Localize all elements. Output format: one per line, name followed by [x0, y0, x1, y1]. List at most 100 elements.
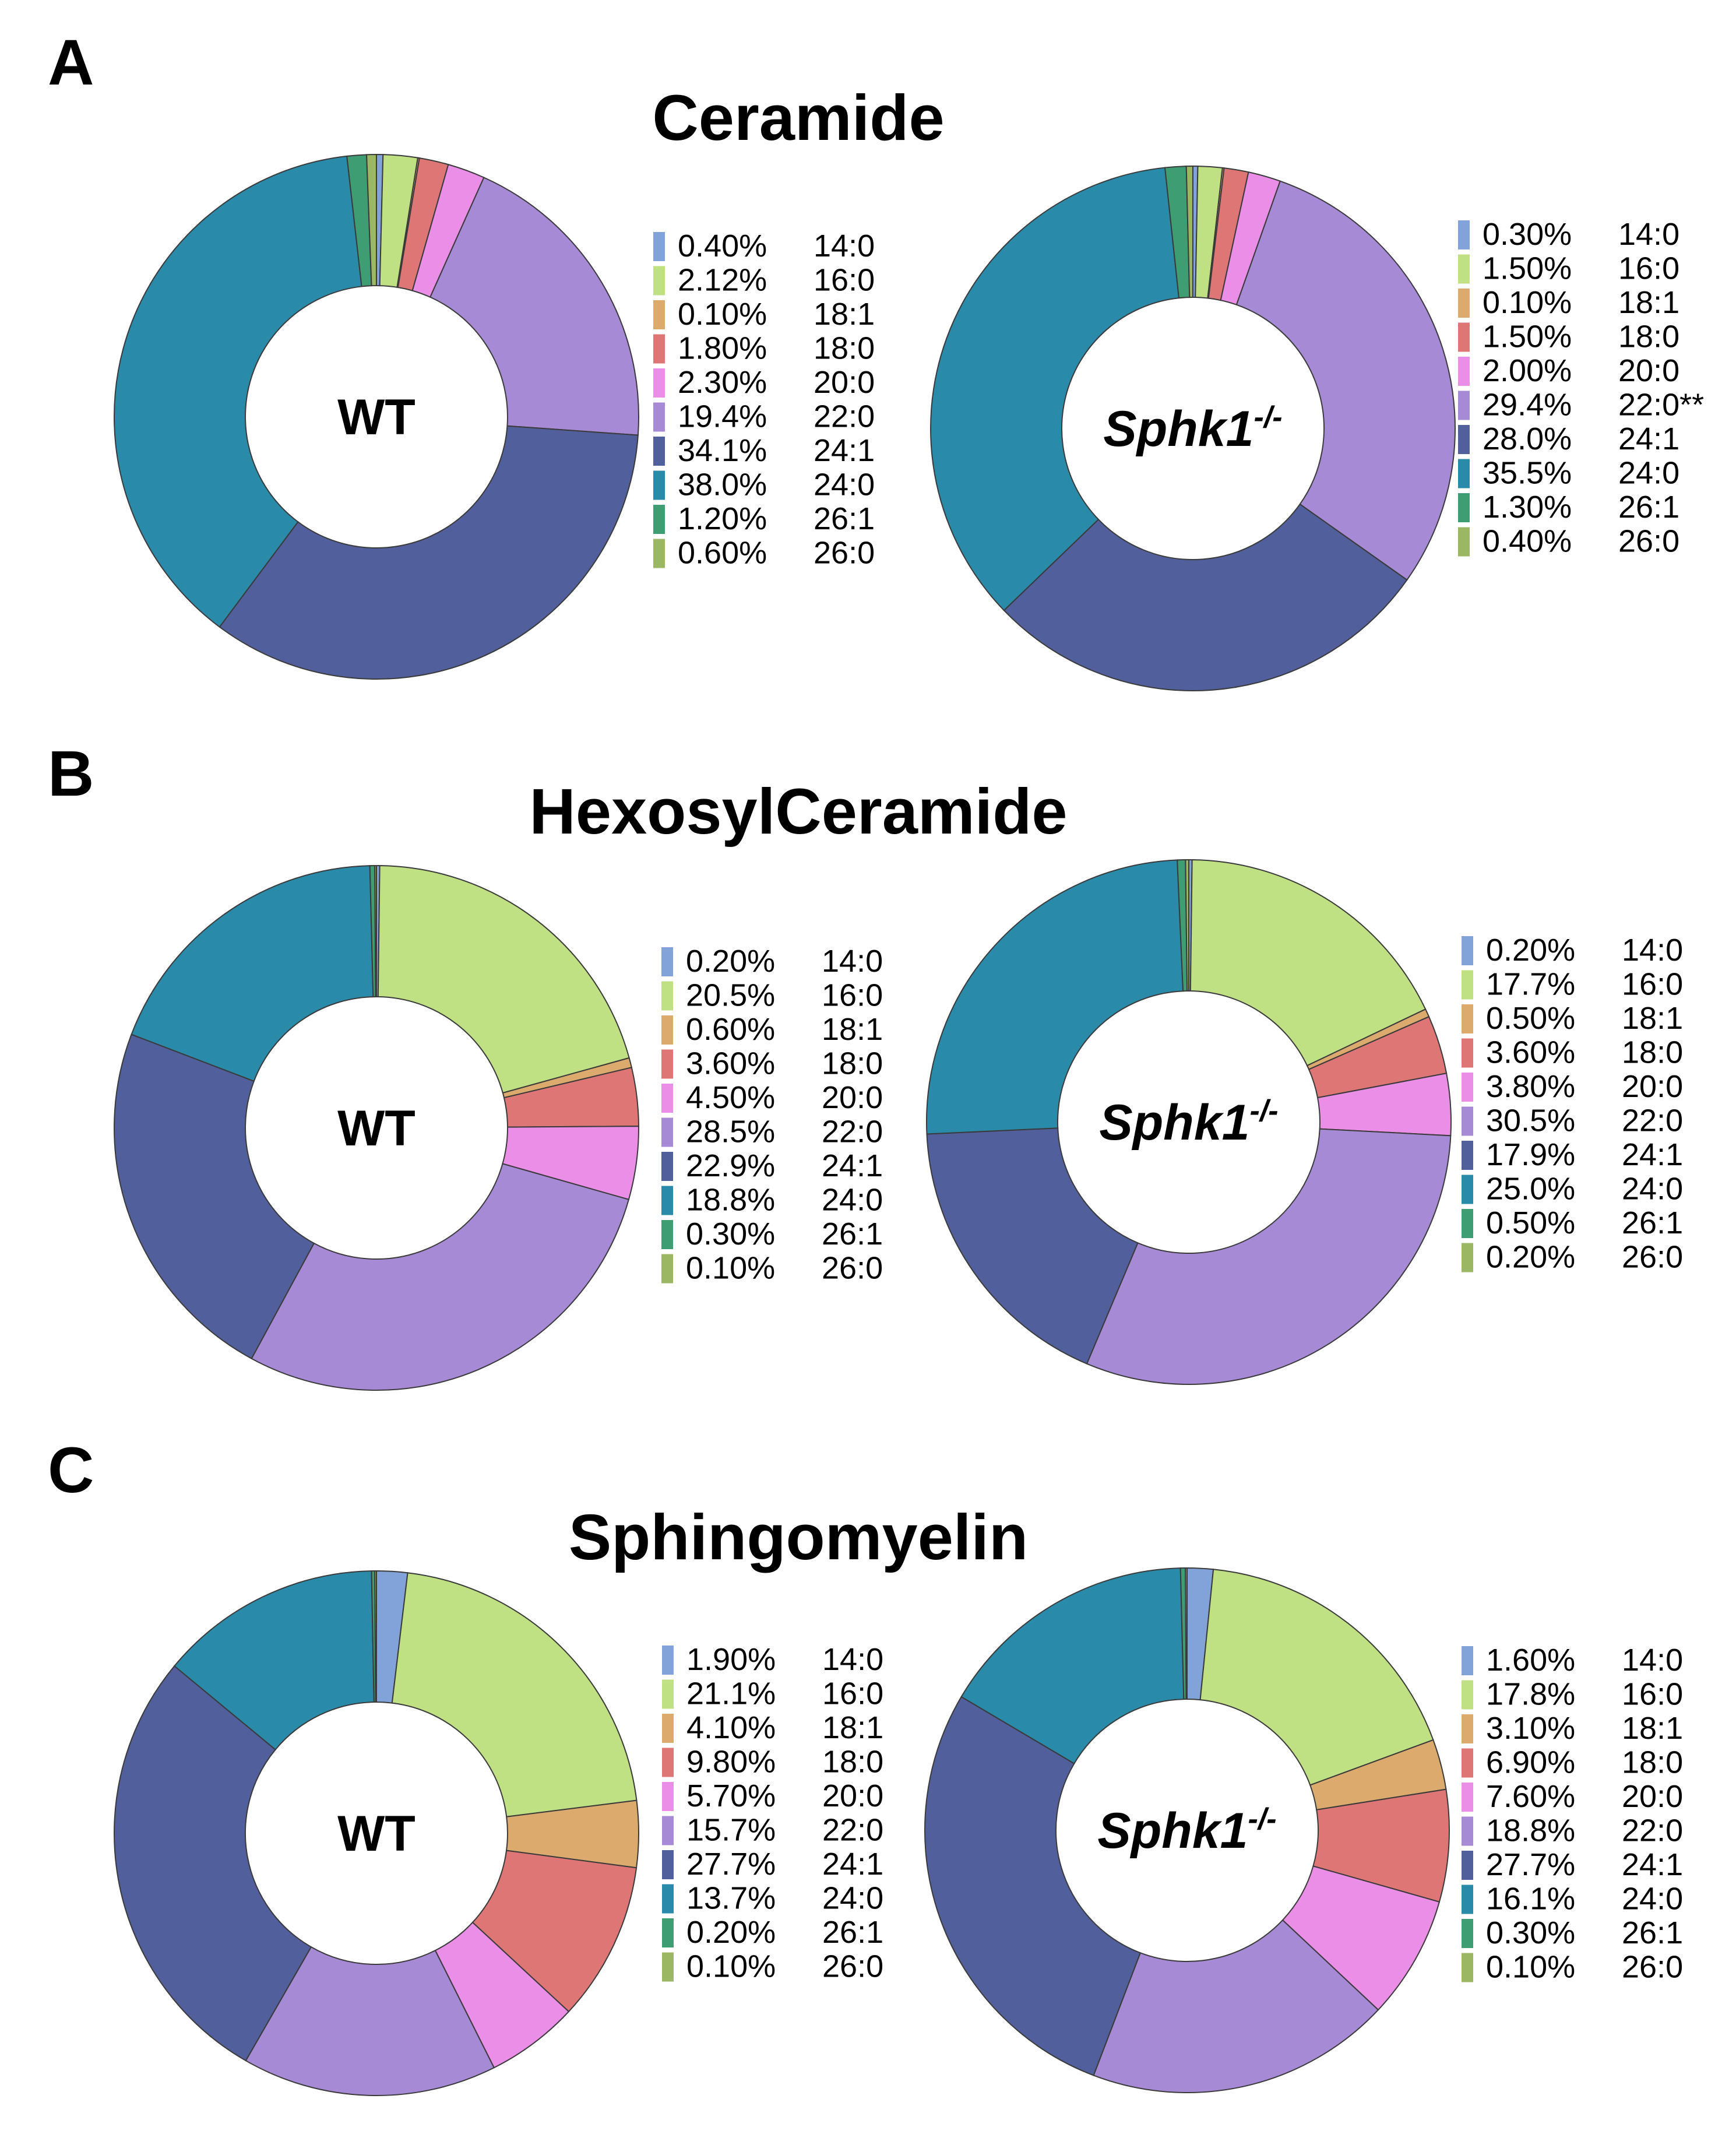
legend-swatch-18-0 — [1458, 322, 1470, 352]
legend-category: 24:1 — [1622, 1137, 1683, 1172]
legend-value: 4.10% — [686, 1710, 776, 1745]
legend-value: 1.80% — [678, 331, 767, 366]
slice-24-0 — [173, 1570, 375, 1750]
legend-category: 22:0 — [1622, 1103, 1683, 1138]
slice-16-0 — [391, 1572, 638, 1817]
legend-swatch-22-0 — [661, 1117, 673, 1147]
legend-category: 20:0 — [1622, 1779, 1683, 1814]
legend-category: 26:1 — [814, 501, 875, 536]
legend-category: 20:0 — [1622, 1069, 1683, 1104]
legend-value: 0.60% — [686, 1012, 775, 1047]
legend-value: 0.50% — [1486, 1001, 1575, 1036]
donut-chart-b-wt: WT 0.20% 14:0 20.5% 16:0 0.60% 18:1 3.60% 18:0 4.… — [114, 864, 883, 1391]
slice-26-0 — [374, 1570, 377, 1703]
legend: 0.20% 14:0 20.5% 16:0 0.60% 18:1 3.60% 18:0 4.50… — [661, 944, 883, 1286]
legend-swatch-20-0 — [1458, 357, 1470, 386]
legend-value: 0.10% — [686, 1251, 775, 1286]
legend-swatch-26-1 — [1462, 1919, 1473, 1948]
center-label: Sphk1-/- — [1099, 1094, 1278, 1151]
slice-24-1 — [926, 1127, 1139, 1365]
legend-category: 24:0 — [822, 1183, 883, 1218]
slice-26-0 — [366, 153, 377, 287]
legend-value: 0.50% — [1486, 1205, 1575, 1240]
legend-category: 16:0 — [1622, 1677, 1683, 1712]
legend-swatch-18-0 — [661, 1049, 673, 1079]
legend-value: 2.30% — [678, 365, 767, 400]
legend-swatch-16-0 — [1462, 970, 1473, 1000]
panel-title-b: HexosylCeramide — [529, 776, 1067, 848]
legend-value: 28.0% — [1483, 421, 1572, 456]
legend-category: 20:0 — [822, 1778, 883, 1813]
legend-swatch-16-0 — [662, 1679, 674, 1709]
legend-category: 24:1 — [1618, 421, 1679, 456]
legend-value: 13.7% — [686, 1881, 776, 1916]
panel-letter-a: A — [48, 27, 94, 99]
legend-swatch-24-1 — [1458, 425, 1470, 454]
legend-value: 1.60% — [1486, 1643, 1575, 1678]
legend-category: 22:0** — [1618, 388, 1704, 423]
slice-16-0 — [1199, 1569, 1434, 1786]
legend-swatch-22-0 — [1458, 391, 1470, 420]
legend-swatch-18-0 — [653, 334, 665, 364]
legend-category: 26:1 — [822, 1915, 883, 1950]
legend-swatch-18-1 — [1458, 289, 1470, 318]
slice-16-0 — [377, 865, 630, 1094]
legend-swatch-22-0 — [653, 402, 665, 432]
legend-swatch-14-0 — [661, 947, 673, 976]
slice-24-0 — [930, 167, 1180, 611]
legend-value: 0.10% — [1483, 285, 1572, 320]
slice-24-1 — [1003, 503, 1408, 691]
legend-value: 17.7% — [1486, 967, 1575, 1002]
legend-category: 26:0 — [814, 536, 875, 571]
legend-category: 14:0 — [822, 1642, 883, 1677]
legend-category: 24:1 — [1622, 1847, 1683, 1882]
legend-category: 18:1 — [822, 1012, 883, 1047]
legend-swatch-24-0 — [1462, 1885, 1473, 1914]
legend-category: 16:0 — [1622, 967, 1683, 1002]
legend-swatch-24-1 — [662, 1850, 674, 1879]
legend-value: 0.30% — [686, 1217, 775, 1251]
legend-category: 18:0 — [822, 1745, 883, 1780]
legend-category: 18:0 — [822, 1046, 883, 1081]
legend-swatch-24-1 — [1462, 1141, 1473, 1170]
slice-24-0 — [926, 859, 1184, 1135]
legend-category: 24:0 — [1618, 456, 1679, 491]
legend-category: 14:0 — [1618, 217, 1679, 252]
legend-swatch-26-0 — [662, 1952, 674, 1982]
legend-value: 1.90% — [686, 1642, 776, 1677]
legend-swatch-20-0 — [662, 1782, 674, 1811]
slice-22-0 — [251, 1163, 630, 1391]
center-label: WT — [337, 389, 415, 445]
legend-swatch-24-1 — [653, 437, 665, 466]
legend-swatch-14-0 — [1458, 220, 1470, 249]
legend-swatch-22-0 — [662, 1816, 674, 1845]
legend-value: 0.20% — [686, 944, 775, 979]
legend-category: 20:0 — [814, 365, 875, 400]
legend-swatch-16-0 — [1462, 1680, 1473, 1710]
slice-24-1 — [114, 1033, 315, 1360]
donut-chart-b-sphk1: Sphk1-/- 0.20% 14:0 17.7% 16:0 0.50% 18:1 3.60%… — [926, 859, 1683, 1385]
legend-swatch-20-0 — [661, 1084, 673, 1113]
legend-swatch-26-0 — [1462, 1953, 1473, 1982]
slice-26-0 — [1185, 165, 1193, 298]
legend-category: 26:1 — [822, 1217, 883, 1251]
legend-value: 25.0% — [1486, 1172, 1575, 1207]
legend-swatch-20-0 — [653, 368, 665, 398]
legend-category: 24:1 — [822, 1148, 883, 1183]
legend-value: 1.50% — [1483, 251, 1572, 286]
legend-value: 0.40% — [1483, 524, 1572, 559]
legend-swatch-18-0 — [662, 1748, 674, 1777]
legend-swatch-24-0 — [653, 470, 665, 500]
legend-value: 0.40% — [678, 228, 767, 263]
legend-value: 0.10% — [678, 297, 767, 332]
center-label-superscript: -/- — [1248, 1802, 1277, 1836]
legend-swatch-14-0 — [662, 1646, 674, 1675]
legend-value: 28.5% — [686, 1115, 775, 1149]
legend-swatch-26-0 — [653, 539, 665, 568]
legend-swatch-26-1 — [1462, 1209, 1473, 1238]
legend-swatch-26-1 — [1458, 493, 1470, 522]
slice-26-0 — [1185, 1567, 1188, 1700]
legend-swatch-16-0 — [653, 266, 665, 296]
legend-category: 26:0 — [1618, 524, 1679, 559]
legend-category: 26:0 — [822, 1949, 883, 1984]
